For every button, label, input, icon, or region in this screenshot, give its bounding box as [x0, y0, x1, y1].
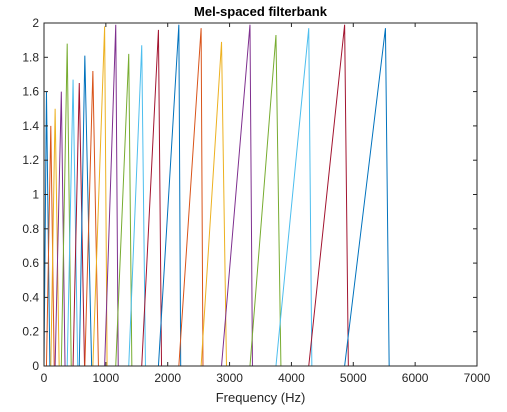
- plot-area: [44, 23, 477, 366]
- y-tick-label: 2: [32, 16, 39, 30]
- y-tick-label: 1: [32, 188, 39, 202]
- y-tick-label: 1.4: [22, 119, 39, 133]
- x-tick-label: 0: [41, 371, 48, 385]
- x-tick-label: 7000: [464, 371, 491, 385]
- x-tick-label: 6000: [402, 371, 429, 385]
- y-tick-label: 1.2: [22, 153, 39, 167]
- y-tick-label: 0.8: [22, 222, 39, 236]
- y-tick-label: 0.4: [22, 290, 39, 304]
- y-tick-label: 1.8: [22, 50, 39, 64]
- x-tick-label: 1000: [93, 371, 120, 385]
- y-tick-label: 1.6: [22, 85, 39, 99]
- x-tick-label: 3000: [216, 371, 243, 385]
- y-tick-label: 0.2: [22, 325, 39, 339]
- y-tick-label: 0.6: [22, 256, 39, 270]
- x-tick-label: 2000: [154, 371, 181, 385]
- x-axis-label: Frequency (Hz): [216, 390, 306, 405]
- x-tick-label: 4000: [278, 371, 305, 385]
- y-tick-label: 0: [32, 359, 39, 373]
- x-tick-label: 5000: [340, 371, 367, 385]
- chart-title: Mel-spaced filterbank: [194, 4, 328, 19]
